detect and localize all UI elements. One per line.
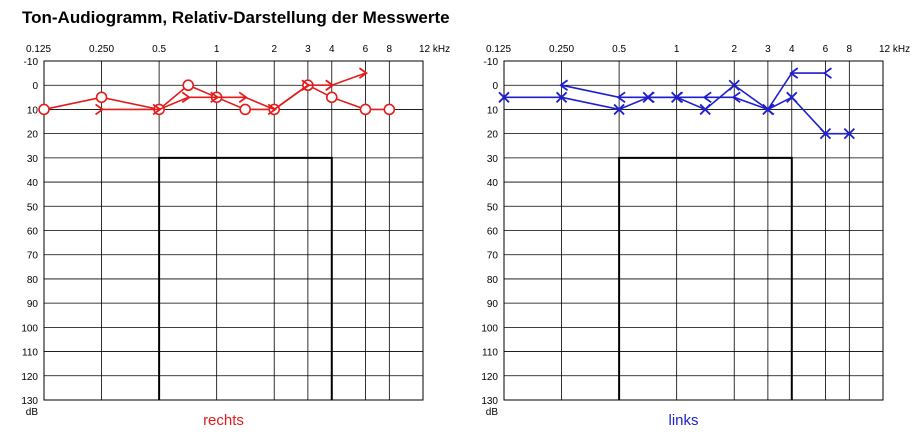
y-axis-unit: dB (486, 407, 499, 418)
data-point-arrow (210, 91, 220, 104)
freq-tick-label: 1 (214, 44, 220, 55)
db-tick-label: 0 (492, 81, 498, 92)
data-point-arrow (559, 79, 569, 91)
db-tick-label: 50 (487, 202, 499, 213)
freq-tick-label: 12 kHz (879, 44, 910, 55)
y-axis-unit: dB (26, 407, 39, 418)
freq-tick-label: 3 (765, 44, 771, 55)
data-point-circle (325, 91, 338, 104)
freq-tick-label: 0.5 (612, 44, 626, 55)
freq-tick-label: 2 (731, 44, 737, 55)
data-point-arrow (616, 91, 626, 104)
db-tick-label: -10 (24, 57, 39, 68)
db-tick-label: 30 (487, 154, 499, 165)
data-point-cross (728, 79, 740, 91)
freq-tick-label: 1 (674, 44, 680, 55)
audiogram-right: -10 0 10 20 30 40 50 60 70 80 90 100 110 120 130 0.125 0… (21, 44, 450, 429)
data-point-arrow (674, 91, 684, 104)
db-tick-label: 90 (487, 299, 499, 310)
data-point-arrow (789, 67, 799, 79)
db-tick-label: 90 (27, 299, 39, 310)
data-point-arrow (702, 91, 712, 104)
reference-box (158, 156, 333, 400)
data-point-arrow (358, 67, 368, 79)
freq-tick-label: 6 (823, 44, 829, 55)
freq-tick-label: 0.125 (26, 44, 51, 55)
side-label: links (668, 412, 698, 429)
db-tick-label: 20 (27, 130, 39, 141)
freq-tick-label: 3 (305, 44, 311, 55)
db-tick-label: 120 (481, 372, 498, 383)
data-point-circle (95, 91, 108, 104)
db-tick-label: 100 (481, 323, 498, 334)
freq-tick-label: 8 (847, 44, 853, 55)
data-point-circle (359, 103, 372, 116)
db-tick-label: 20 (487, 130, 499, 141)
freq-tick-label: 0.250 (549, 44, 574, 55)
freq-tick-label: 12 kHz (419, 44, 450, 55)
data-point-arrow (765, 103, 775, 116)
data-point-arrow (95, 103, 105, 116)
data-point-cross (498, 91, 510, 103)
freq-tick-label: 4 (329, 44, 335, 55)
freq-tick-label: 0.125 (486, 44, 511, 55)
data-point-cross (555, 91, 568, 103)
data-point-cross (819, 128, 832, 140)
db-tick-label: 10 (27, 105, 39, 116)
data-point-circle (239, 103, 251, 116)
freq-tick-label: 4 (789, 44, 795, 55)
db-tick-label: 130 (481, 396, 498, 407)
data-point-arrow (645, 91, 655, 104)
db-tick-label: 0 (32, 81, 38, 92)
db-tick-label: 50 (27, 202, 39, 213)
data-point-circle (383, 103, 396, 116)
db-tick-label: 110 (22, 348, 38, 359)
data-point-arrow (301, 79, 311, 91)
freq-tick-label: 6 (363, 44, 369, 55)
data-point-cross (843, 128, 855, 140)
data-point-arrow (181, 91, 191, 104)
db-tick-label: 10 (487, 105, 499, 116)
db-tick-label: 40 (487, 178, 499, 189)
reference-box (618, 156, 793, 400)
freq-tick-label: 0.250 (89, 44, 114, 55)
freq-tick-label: 0.5 (152, 44, 166, 55)
db-tick-label: 120 (21, 372, 38, 383)
db-tick-label: 110 (482, 348, 498, 359)
data-point-arrow (731, 91, 741, 104)
data-point-cross (613, 103, 625, 116)
data-point-cross (699, 103, 711, 116)
db-tick-label: 130 (21, 396, 38, 407)
db-tick-label: 80 (27, 275, 39, 286)
data-point-circle (182, 79, 195, 92)
db-tick-label: 70 (27, 251, 39, 262)
db-tick-label: 60 (27, 227, 39, 238)
db-tick-label: 40 (27, 178, 39, 189)
data-point-arrow (152, 103, 162, 116)
db-tick-label: 100 (21, 323, 38, 334)
data-point-circle (38, 103, 50, 116)
db-tick-label: 60 (487, 227, 499, 238)
db-tick-label: 70 (487, 251, 499, 262)
db-tick-label: -10 (484, 57, 499, 68)
db-tick-label: 30 (27, 154, 39, 165)
freq-tick-label: 8 (387, 44, 393, 55)
freq-tick-label: 2 (271, 44, 277, 55)
data-point-arrow (325, 79, 335, 91)
audiogram-left: -10 0 10 20 30 40 50 60 70 80 90 100 110 120 130 0.125 0… (481, 44, 910, 429)
page-title: Ton-Audiogramm, Relativ-Darstellung der … (22, 8, 450, 27)
side-label: rechts (203, 412, 244, 429)
data-point-cross (786, 91, 798, 103)
data-point-arrow (238, 91, 248, 104)
data-point-arrow (267, 103, 277, 116)
db-tick-label: 80 (487, 275, 499, 286)
data-point-arrow (822, 67, 832, 79)
